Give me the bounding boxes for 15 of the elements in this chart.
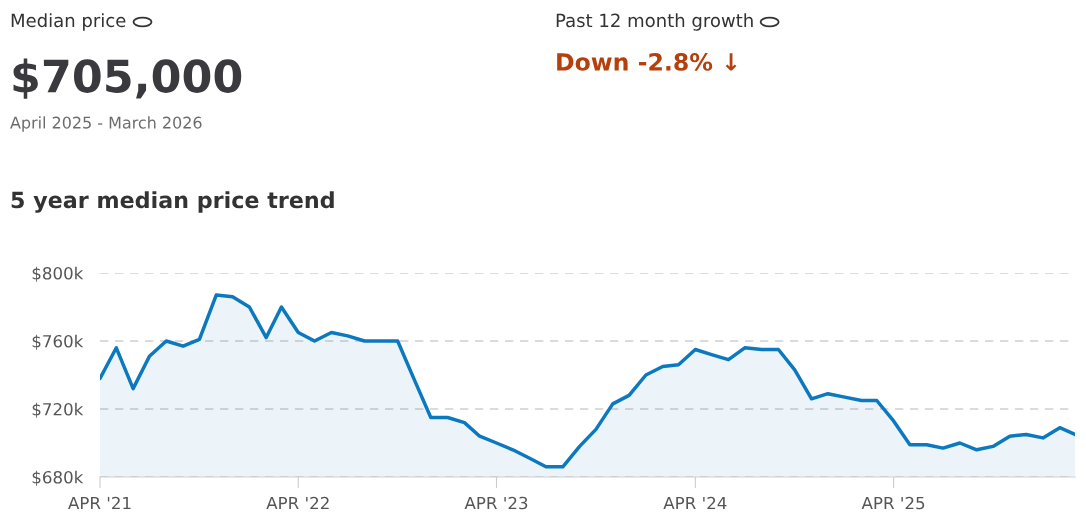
x-tick-label: APR '22 xyxy=(266,496,329,510)
text: Down -2.8% ↓ xyxy=(557,52,737,71)
x-tick-label: APR '21 xyxy=(68,496,131,510)
y-tick-label: $760k xyxy=(32,334,84,350)
x-tick-label: APR '24 xyxy=(663,496,727,510)
y-tick-label: $720k xyxy=(32,402,84,418)
y-tick-label: $680k xyxy=(32,470,84,486)
y-tick-label: $800k xyxy=(32,266,84,282)
x-tick-label: APR '23 xyxy=(464,496,528,510)
text: Past 12 month growth xyxy=(556,13,753,31)
text: Median price xyxy=(11,13,126,31)
text: April 2025 - March 2026 xyxy=(10,116,202,132)
x-tick-label: APR '25 xyxy=(861,496,925,510)
chart-title: 5 year median price trend xyxy=(11,191,334,213)
text: $705,000 xyxy=(13,58,242,99)
